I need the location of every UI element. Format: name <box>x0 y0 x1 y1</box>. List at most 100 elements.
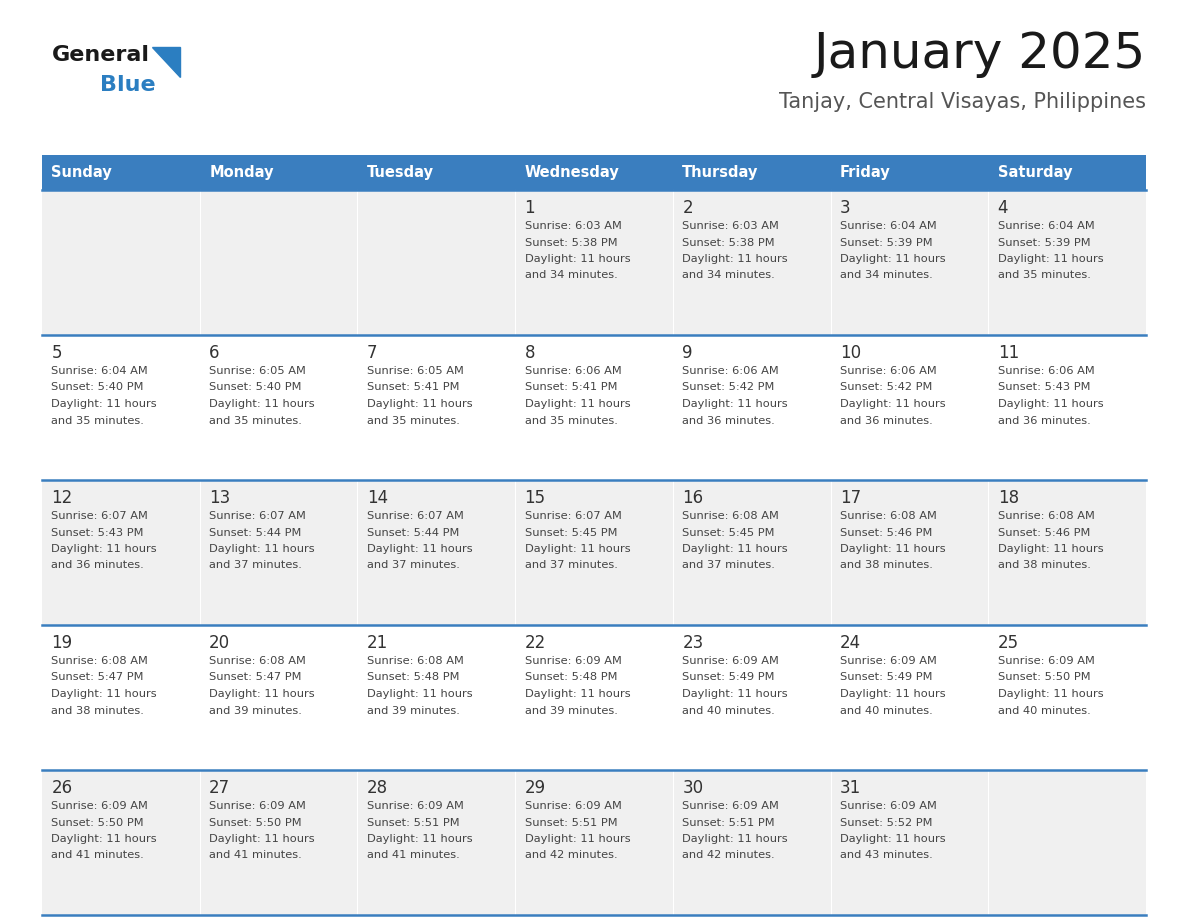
Polygon shape <box>152 47 181 77</box>
Bar <box>42 625 1146 770</box>
Text: 25: 25 <box>998 634 1019 652</box>
Text: Sunrise: 6:07 AM: Sunrise: 6:07 AM <box>367 511 463 521</box>
Text: and 42 minutes.: and 42 minutes. <box>682 850 775 860</box>
Text: 20: 20 <box>209 634 230 652</box>
Text: Saturday: Saturday <box>998 165 1073 180</box>
Text: and 41 minutes.: and 41 minutes. <box>209 850 302 860</box>
Text: Sunrise: 6:09 AM: Sunrise: 6:09 AM <box>525 656 621 666</box>
Text: and 40 minutes.: and 40 minutes. <box>840 706 933 715</box>
Text: Daylight: 11 hours: Daylight: 11 hours <box>682 544 788 554</box>
Text: Sunrise: 6:08 AM: Sunrise: 6:08 AM <box>840 511 937 521</box>
Text: 21: 21 <box>367 634 388 652</box>
Text: Friday: Friday <box>840 165 891 180</box>
Text: Sunrise: 6:07 AM: Sunrise: 6:07 AM <box>209 511 307 521</box>
Text: Daylight: 11 hours: Daylight: 11 hours <box>998 254 1104 264</box>
Bar <box>516 155 672 190</box>
Text: 12: 12 <box>51 489 72 507</box>
Text: Blue: Blue <box>100 75 156 95</box>
Text: Daylight: 11 hours: Daylight: 11 hours <box>682 689 788 699</box>
Text: 11: 11 <box>998 344 1019 362</box>
Text: and 35 minutes.: and 35 minutes. <box>51 416 144 426</box>
Text: 27: 27 <box>209 779 230 797</box>
Text: 1: 1 <box>525 199 536 217</box>
Text: Daylight: 11 hours: Daylight: 11 hours <box>525 834 630 844</box>
Text: Sunset: 5:44 PM: Sunset: 5:44 PM <box>367 528 460 538</box>
Text: and 41 minutes.: and 41 minutes. <box>367 850 460 860</box>
Text: Sunset: 5:49 PM: Sunset: 5:49 PM <box>840 673 933 682</box>
Text: Sunrise: 6:08 AM: Sunrise: 6:08 AM <box>51 656 148 666</box>
Text: Daylight: 11 hours: Daylight: 11 hours <box>998 544 1104 554</box>
Text: Sunrise: 6:04 AM: Sunrise: 6:04 AM <box>840 221 937 231</box>
Text: Sunset: 5:40 PM: Sunset: 5:40 PM <box>209 383 302 393</box>
Text: and 35 minutes.: and 35 minutes. <box>367 416 460 426</box>
Text: Daylight: 11 hours: Daylight: 11 hours <box>367 834 473 844</box>
Bar <box>42 480 1146 625</box>
Text: Daylight: 11 hours: Daylight: 11 hours <box>51 399 157 409</box>
Text: Daylight: 11 hours: Daylight: 11 hours <box>209 399 315 409</box>
Bar <box>200 155 358 190</box>
Text: Sunset: 5:52 PM: Sunset: 5:52 PM <box>840 818 933 827</box>
Text: Sunset: 5:40 PM: Sunset: 5:40 PM <box>51 383 144 393</box>
Bar <box>358 155 516 190</box>
Text: Sunrise: 6:03 AM: Sunrise: 6:03 AM <box>682 221 779 231</box>
Text: and 35 minutes.: and 35 minutes. <box>998 271 1091 281</box>
Text: Sunset: 5:39 PM: Sunset: 5:39 PM <box>998 238 1091 248</box>
Text: 16: 16 <box>682 489 703 507</box>
Text: and 40 minutes.: and 40 minutes. <box>682 706 775 715</box>
Text: Daylight: 11 hours: Daylight: 11 hours <box>840 544 946 554</box>
Text: and 35 minutes.: and 35 minutes. <box>209 416 302 426</box>
Text: 5: 5 <box>51 344 62 362</box>
Text: Sunset: 5:43 PM: Sunset: 5:43 PM <box>998 383 1091 393</box>
Text: Sunday: Sunday <box>51 165 112 180</box>
Text: 31: 31 <box>840 779 861 797</box>
Text: Daylight: 11 hours: Daylight: 11 hours <box>367 544 473 554</box>
Text: Daylight: 11 hours: Daylight: 11 hours <box>998 689 1104 699</box>
Text: 6: 6 <box>209 344 220 362</box>
Bar <box>988 155 1146 190</box>
Text: 18: 18 <box>998 489 1019 507</box>
Text: and 39 minutes.: and 39 minutes. <box>367 706 460 715</box>
Text: Wednesday: Wednesday <box>525 165 619 180</box>
Text: Sunset: 5:41 PM: Sunset: 5:41 PM <box>525 383 617 393</box>
Text: Daylight: 11 hours: Daylight: 11 hours <box>840 834 946 844</box>
Text: General: General <box>52 45 150 65</box>
Text: and 36 minutes.: and 36 minutes. <box>682 416 775 426</box>
Text: Sunrise: 6:08 AM: Sunrise: 6:08 AM <box>998 511 1094 521</box>
Text: 24: 24 <box>840 634 861 652</box>
Text: Sunrise: 6:09 AM: Sunrise: 6:09 AM <box>51 801 148 811</box>
Text: January 2025: January 2025 <box>814 30 1146 78</box>
Text: Daylight: 11 hours: Daylight: 11 hours <box>682 254 788 264</box>
Text: 10: 10 <box>840 344 861 362</box>
Text: Daylight: 11 hours: Daylight: 11 hours <box>51 544 157 554</box>
Text: Sunrise: 6:09 AM: Sunrise: 6:09 AM <box>525 801 621 811</box>
Text: 13: 13 <box>209 489 230 507</box>
Text: Sunset: 5:47 PM: Sunset: 5:47 PM <box>209 673 302 682</box>
Text: Thursday: Thursday <box>682 165 759 180</box>
Text: 3: 3 <box>840 199 851 217</box>
Text: 29: 29 <box>525 779 545 797</box>
Text: Sunrise: 6:08 AM: Sunrise: 6:08 AM <box>367 656 463 666</box>
Text: 14: 14 <box>367 489 388 507</box>
Text: 7: 7 <box>367 344 378 362</box>
Text: Daylight: 11 hours: Daylight: 11 hours <box>682 399 788 409</box>
Text: Tanjay, Central Visayas, Philippines: Tanjay, Central Visayas, Philippines <box>779 92 1146 112</box>
Text: Sunrise: 6:06 AM: Sunrise: 6:06 AM <box>682 366 779 376</box>
Text: Sunrise: 6:06 AM: Sunrise: 6:06 AM <box>525 366 621 376</box>
Text: and 42 minutes.: and 42 minutes. <box>525 850 618 860</box>
Text: 23: 23 <box>682 634 703 652</box>
Text: and 37 minutes.: and 37 minutes. <box>367 561 460 570</box>
Text: Sunrise: 6:08 AM: Sunrise: 6:08 AM <box>682 511 779 521</box>
Text: Sunrise: 6:09 AM: Sunrise: 6:09 AM <box>840 656 937 666</box>
Text: Sunset: 5:51 PM: Sunset: 5:51 PM <box>367 818 460 827</box>
Text: 2: 2 <box>682 199 693 217</box>
Text: Sunset: 5:49 PM: Sunset: 5:49 PM <box>682 673 775 682</box>
Text: and 34 minutes.: and 34 minutes. <box>840 271 933 281</box>
Text: Daylight: 11 hours: Daylight: 11 hours <box>367 689 473 699</box>
Text: Sunset: 5:48 PM: Sunset: 5:48 PM <box>367 673 460 682</box>
Text: and 36 minutes.: and 36 minutes. <box>51 561 144 570</box>
Text: Daylight: 11 hours: Daylight: 11 hours <box>525 254 630 264</box>
Text: Daylight: 11 hours: Daylight: 11 hours <box>525 399 630 409</box>
Bar <box>672 155 830 190</box>
Text: and 43 minutes.: and 43 minutes. <box>840 850 933 860</box>
Text: and 38 minutes.: and 38 minutes. <box>840 561 933 570</box>
